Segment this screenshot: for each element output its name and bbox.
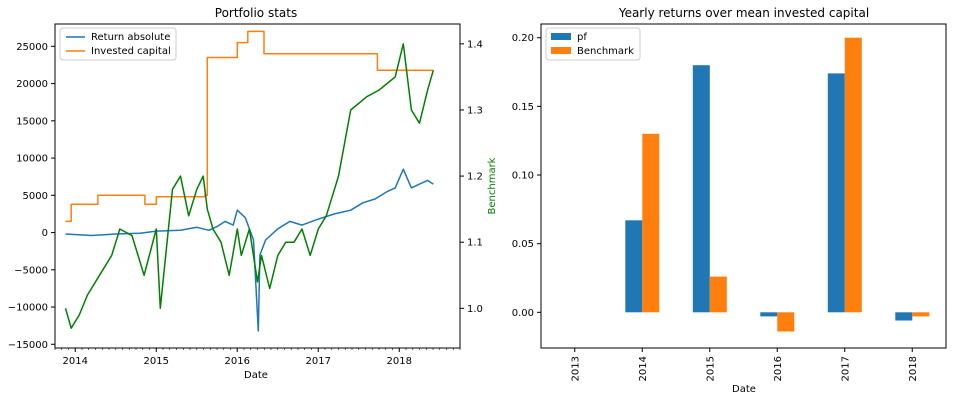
x-tick-label: 2015 (144, 356, 169, 367)
y2-tick-label: 1.4 (467, 39, 483, 50)
x-tick-label: 2013 (570, 356, 581, 381)
right-plot-frame (540, 23, 947, 349)
bar-pf-2018 (895, 312, 913, 321)
y-tick-label: 20000 (16, 79, 48, 90)
left-legend: Return absolute Invested capital (59, 27, 177, 61)
x-tick-label: 2017 (840, 356, 851, 381)
y-tick-label: 5000 (23, 191, 48, 202)
x-tick-label: 2014 (63, 356, 88, 367)
y-tick-label: 0.00 (512, 308, 534, 319)
bar-benchmark-2018 (912, 312, 930, 317)
legend-label-invested-capital: Invested capital (91, 46, 171, 57)
y-tick-label: 0.05 (512, 239, 534, 250)
left-x-axis-label: Date (244, 370, 268, 381)
bar-benchmark-2014 (642, 133, 660, 313)
legend-label-pf: pf (577, 32, 587, 43)
bar-benchmark-2015 (709, 276, 727, 313)
legend-label-benchmark: Benchmark (577, 46, 634, 57)
legend-swatch-pf (551, 33, 571, 40)
right-y-ticks: 0.00 0.05 0.10 0.15 0.20 (512, 33, 541, 319)
portfolio-stats-title: Portfolio stats (215, 6, 297, 20)
x-tick-label: 2018 (387, 356, 412, 367)
series-line-return-absolute (65, 168, 434, 332)
x-tick-label: 2014 (638, 356, 649, 381)
y-tick-label: −5000 (14, 265, 48, 276)
left-x-ticks: 2014 2015 2016 2017 2018 (54, 348, 461, 367)
bar-benchmark-2016 (777, 312, 795, 332)
y-tick-label: 0.10 (512, 171, 534, 182)
left-y2-ticks: 1.0 1.1 1.2 1.3 1.4 (460, 39, 483, 315)
yearly-returns-chart: Yearly returns over mean invested capita… (512, 6, 947, 395)
y2-tick-label: 1.2 (467, 172, 483, 183)
y-tick-label: 0.20 (512, 33, 534, 44)
bar-pf-2014 (625, 220, 643, 313)
left-plot-frame (54, 23, 461, 349)
bar-pf-2017 (827, 73, 845, 313)
y-tick-label: 25000 (16, 42, 48, 53)
y-tick-label: −10000 (8, 303, 48, 314)
y2-tick-label: 1.3 (467, 105, 483, 116)
x-tick-label: 2016 (773, 356, 784, 381)
x-tick-label: 2015 (705, 356, 716, 381)
legend-label-return-absolute: Return absolute (91, 32, 170, 43)
y-tick-label: 15000 (16, 116, 48, 127)
y-tick-label: 0 (42, 228, 48, 239)
bar-benchmark-2017 (844, 37, 862, 313)
y2-tick-label: 1.0 (467, 304, 483, 315)
x-tick-label: 2017 (306, 356, 331, 367)
yearly-returns-title: Yearly returns over mean invested capita… (618, 6, 869, 20)
right-x-axis-label: Date (732, 384, 756, 395)
x-tick-label: 2018 (908, 356, 919, 381)
left-y2-axis-label: Benchmark (487, 157, 498, 214)
series-line-benchmark (64, 43, 435, 329)
right-plot-content (625, 37, 930, 332)
y-tick-label: 10000 (16, 154, 48, 165)
left-plot-content (64, 30, 435, 332)
right-legend: pf Benchmark (545, 27, 641, 61)
y-tick-label: 0.15 (512, 102, 534, 113)
bar-pf-2016 (760, 312, 778, 317)
bar-pf-2015 (692, 65, 710, 313)
left-legend-box (59, 27, 177, 61)
x-tick-label: 2016 (225, 356, 250, 367)
right-x-ticks: 2013 2014 2015 2016 2017 2018 (570, 348, 919, 381)
left-y-ticks: −15000 −10000 −5000 0 5000 10000 15000 20000 250… (8, 42, 55, 351)
portfolio-stats-chart: Portfolio stats 2014 2015 2016 2017 2018 −15… (8, 6, 498, 381)
y2-tick-label: 1.1 (467, 238, 483, 249)
legend-swatch-benchmark (551, 47, 571, 54)
y-tick-label: −15000 (8, 340, 48, 351)
